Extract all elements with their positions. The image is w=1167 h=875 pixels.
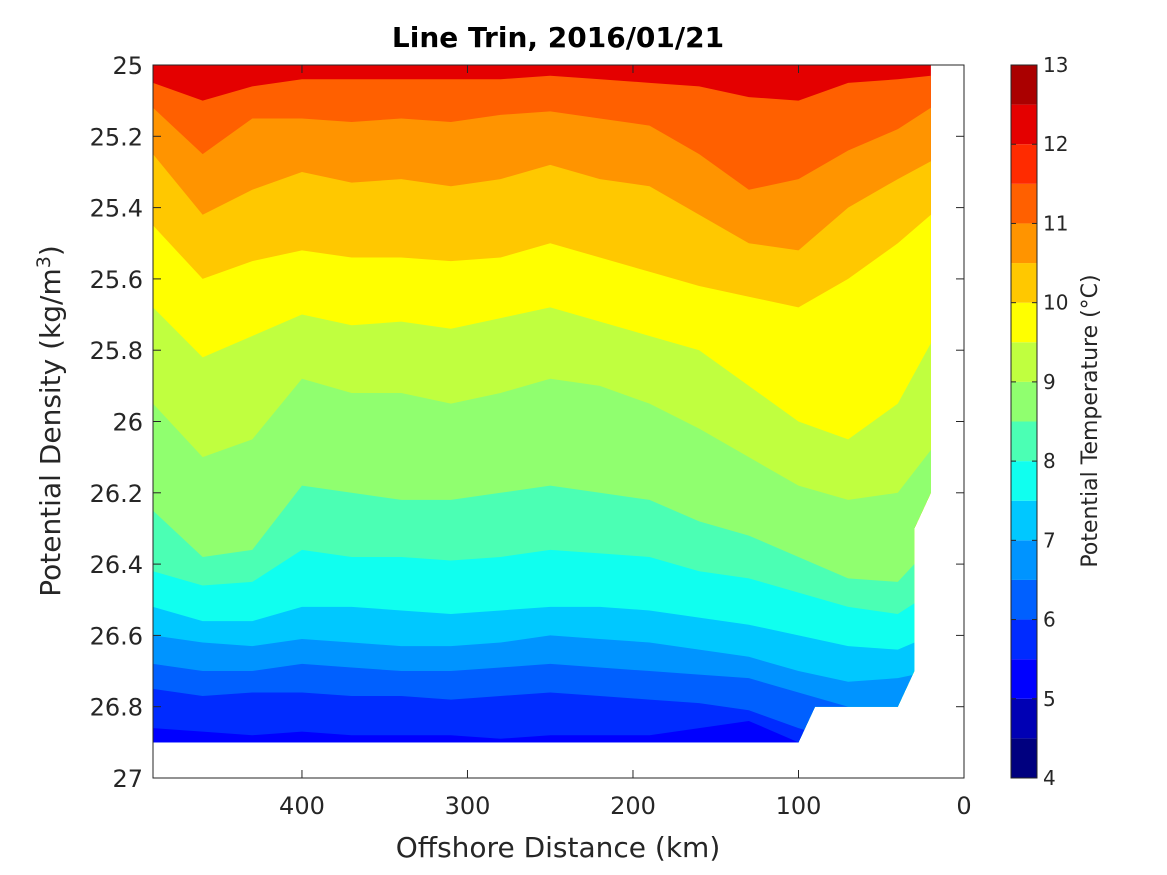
colorbar-tick-label: 11 [1043,211,1068,235]
colorbar-tick-label: 10 [1043,291,1068,315]
colorbar-segment [1011,183,1037,224]
x-tick-label: 400 [279,792,325,820]
colorbar-segment [1011,104,1037,145]
colorbar-frame [1010,64,1038,779]
y-axis: 25 25.2 25.4 25.6 25.8 26 26.2 26.4 26.6 26.8 27 [90,52,964,793]
colorbar-segment [1011,263,1037,303]
colorbar: 4 5 6 7 8 9 10 11 12 13 [1011,53,1068,790]
y-tick-label: 27 [112,765,143,793]
y-axis-label-main: Potential Density (kg/m [34,268,67,597]
colorbar-segment [1011,579,1037,620]
y-axis-label-superscript: 3 [33,256,55,268]
y-tick-label: 26 [112,409,143,437]
colorbar-segment [1011,302,1037,343]
y-tick-label: 25 [112,52,143,80]
y-tick-label: 25.4 [90,195,143,223]
colorbar-segment [1011,65,1037,105]
colorbar-segment [1011,619,1037,660]
colorbar-tick-label: 6 [1043,608,1056,632]
colorbar-segment [1011,698,1037,739]
colorbar-segment [1011,144,1037,184]
y-tick-label: 25.2 [90,123,143,151]
colorbar-segment [1011,223,1037,264]
colorbar-tick-label: 9 [1043,370,1056,394]
y-axis-label-close: ) [34,245,67,256]
colorbar-segment [1011,738,1037,778]
y-tick-label: 26.4 [90,551,143,579]
x-axis: 400 300 200 100 0 [279,65,972,820]
colorbar-tick-label: 8 [1043,449,1056,473]
x-tick-label: 200 [610,792,656,820]
y-tick-label: 26.2 [90,480,143,508]
y-tick-label: 25.6 [90,266,143,294]
colorbar-segment [1011,342,1037,382]
colorbar-tick-label: 4 [1043,766,1056,790]
y-tick-label: 26.6 [90,622,143,650]
contour-band-6 [153,688,931,743]
colorbar-tick-label: 5 [1043,687,1056,711]
chart-title: Line Trin, 2016/01/21 [392,21,724,54]
x-axis-label: Offshore Distance (km) [396,831,721,864]
x-tick-label: 100 [776,792,822,820]
contour-fills [153,65,931,743]
x-tick-label: 300 [445,792,491,820]
colorbar-segment [1011,381,1037,422]
colorbar-segment [1011,461,1037,501]
contour-band-5.5 [153,720,931,743]
colorbar-tick-label: 13 [1043,53,1068,77]
x-tick-label: 0 [956,792,971,820]
colorbar-label: Potential Temperature (°C) [1078,274,1103,567]
y-axis-label: Potential Density (kg/m3) [33,245,67,597]
colorbar-segment [1011,421,1037,462]
colorbar-tick-label: 12 [1043,132,1068,156]
colorbar-segment [1011,540,1037,580]
colorbar-tick-label: 7 [1043,528,1056,552]
colorbar-segment [1011,500,1037,541]
y-tick-label: 25.8 [90,337,143,365]
y-tick-label: 26.8 [90,694,143,722]
colorbar-segment [1011,659,1037,699]
